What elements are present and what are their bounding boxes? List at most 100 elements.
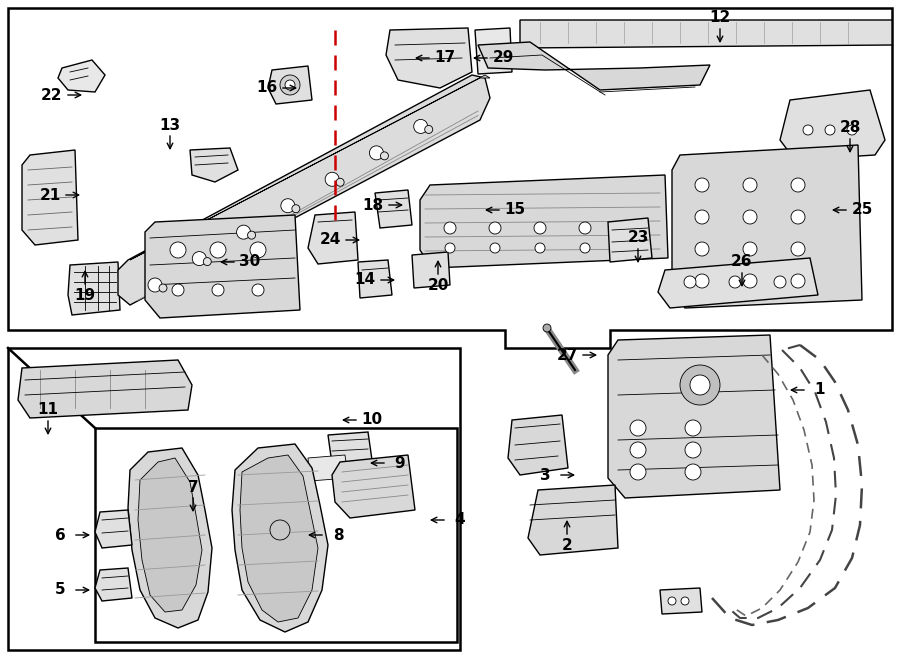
Circle shape xyxy=(695,242,709,256)
Text: 12: 12 xyxy=(709,11,731,26)
Text: 4: 4 xyxy=(454,512,465,528)
Polygon shape xyxy=(128,448,212,628)
Circle shape xyxy=(534,222,546,234)
Polygon shape xyxy=(475,28,512,74)
Text: 17: 17 xyxy=(435,50,455,66)
Text: 24: 24 xyxy=(320,232,341,248)
Text: 19: 19 xyxy=(75,287,95,303)
Polygon shape xyxy=(308,212,358,264)
Circle shape xyxy=(270,520,290,540)
Circle shape xyxy=(729,276,741,288)
Circle shape xyxy=(543,324,551,332)
Text: 21: 21 xyxy=(40,187,60,203)
Polygon shape xyxy=(780,90,885,160)
Polygon shape xyxy=(95,428,457,642)
Circle shape xyxy=(489,222,501,234)
Text: 10: 10 xyxy=(362,412,382,428)
Circle shape xyxy=(172,284,184,296)
Polygon shape xyxy=(95,568,132,601)
Polygon shape xyxy=(328,432,372,464)
Circle shape xyxy=(280,75,300,95)
Text: 6: 6 xyxy=(55,528,66,542)
Polygon shape xyxy=(658,258,818,308)
Circle shape xyxy=(292,205,300,213)
Circle shape xyxy=(825,125,835,135)
Polygon shape xyxy=(660,588,702,614)
Polygon shape xyxy=(268,66,312,104)
Text: 14: 14 xyxy=(355,273,375,287)
Circle shape xyxy=(791,242,805,256)
Text: 28: 28 xyxy=(840,120,860,136)
Circle shape xyxy=(414,119,427,134)
Circle shape xyxy=(791,178,805,192)
Circle shape xyxy=(148,278,162,292)
Circle shape xyxy=(680,365,720,405)
Circle shape xyxy=(774,276,786,288)
Circle shape xyxy=(248,231,256,239)
Circle shape xyxy=(336,178,344,186)
Circle shape xyxy=(210,242,226,258)
Polygon shape xyxy=(386,28,472,88)
Text: 3: 3 xyxy=(540,467,550,483)
Polygon shape xyxy=(118,75,490,305)
Circle shape xyxy=(847,125,857,135)
Polygon shape xyxy=(520,20,892,48)
Polygon shape xyxy=(332,455,415,518)
Circle shape xyxy=(252,284,264,296)
Text: 8: 8 xyxy=(333,528,343,542)
Text: 2: 2 xyxy=(562,538,572,553)
Polygon shape xyxy=(8,8,892,348)
Circle shape xyxy=(170,242,186,258)
Circle shape xyxy=(684,276,696,288)
Circle shape xyxy=(630,442,646,458)
Text: 18: 18 xyxy=(363,197,383,213)
Text: 30: 30 xyxy=(239,254,261,269)
Polygon shape xyxy=(608,218,652,262)
Circle shape xyxy=(369,146,383,160)
Circle shape xyxy=(425,125,433,134)
Polygon shape xyxy=(232,444,328,632)
Polygon shape xyxy=(375,190,412,228)
Polygon shape xyxy=(528,485,618,555)
Polygon shape xyxy=(358,260,392,298)
Circle shape xyxy=(695,178,709,192)
Polygon shape xyxy=(138,458,202,612)
Circle shape xyxy=(237,225,250,239)
Circle shape xyxy=(490,243,500,253)
Circle shape xyxy=(203,258,212,265)
Polygon shape xyxy=(508,415,568,475)
Text: 25: 25 xyxy=(851,203,873,218)
Polygon shape xyxy=(420,175,668,268)
Polygon shape xyxy=(130,75,490,260)
Polygon shape xyxy=(240,455,318,622)
Circle shape xyxy=(580,243,590,253)
Text: 15: 15 xyxy=(504,203,526,218)
Circle shape xyxy=(579,222,591,234)
Text: 26: 26 xyxy=(731,254,752,269)
Text: 7: 7 xyxy=(188,479,198,495)
Text: 11: 11 xyxy=(38,402,58,418)
Polygon shape xyxy=(608,335,780,498)
Text: 16: 16 xyxy=(256,81,277,95)
Polygon shape xyxy=(478,42,710,90)
Circle shape xyxy=(685,442,701,458)
Text: 5: 5 xyxy=(55,583,66,598)
Circle shape xyxy=(743,178,757,192)
Circle shape xyxy=(212,284,224,296)
Polygon shape xyxy=(68,262,120,315)
Circle shape xyxy=(250,242,266,258)
Circle shape xyxy=(681,597,689,605)
Circle shape xyxy=(743,274,757,288)
Polygon shape xyxy=(190,148,238,182)
Circle shape xyxy=(690,375,710,395)
Text: 29: 29 xyxy=(492,50,514,66)
Circle shape xyxy=(630,464,646,480)
Polygon shape xyxy=(8,348,460,650)
Circle shape xyxy=(685,420,701,436)
Circle shape xyxy=(743,210,757,224)
Text: 27: 27 xyxy=(556,348,578,363)
Circle shape xyxy=(685,464,701,480)
Circle shape xyxy=(630,420,646,436)
Text: 13: 13 xyxy=(159,117,181,132)
Text: 22: 22 xyxy=(41,87,63,103)
